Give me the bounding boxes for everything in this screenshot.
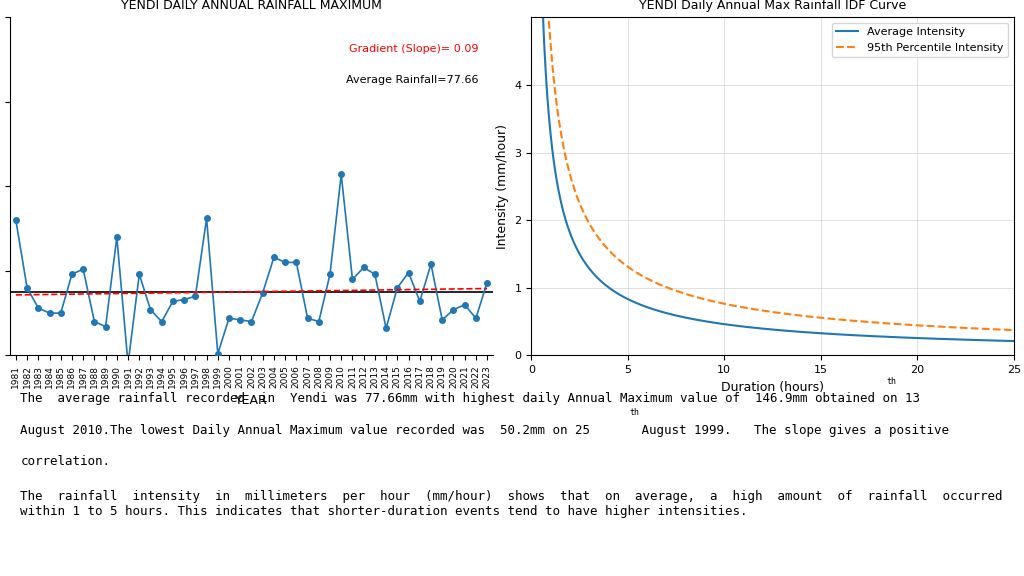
- Text: The  average rainfall recorded  in  Yendi was 77.66mm with highest daily Annual : The average rainfall recorded in Yendi w…: [20, 392, 921, 406]
- Text: Average Rainfall=77.66: Average Rainfall=77.66: [346, 75, 478, 85]
- Average Intensity: [824, 331, 837, 338]
- 95th Percentile Intensity: [933, 323, 945, 330]
- 95th Percentile Intensity: [816, 314, 828, 321]
- 95th Percentile Intensity: [964, 325, 976, 332]
- 95th Percentile Intensity: [1008, 327, 1020, 334]
- Text: th: th: [887, 377, 896, 385]
- Average Intensity: [933, 335, 945, 342]
- Text: Gradient (Slope)= 0.09: Gradient (Slope)= 0.09: [349, 44, 478, 54]
- Average Intensity: [537, 2, 549, 9]
- Y-axis label: Intensity (mm/hour): Intensity (mm/hour): [496, 124, 509, 249]
- Line: Average Intensity: Average Intensity: [541, 0, 1014, 341]
- Legend: Average Intensity, 95th Percentile Intensity: Average Intensity, 95th Percentile Inten…: [831, 23, 1009, 57]
- Text: th: th: [630, 408, 639, 417]
- Average Intensity: [815, 330, 827, 337]
- Title: YENDI Daily Annual Max Rainfall IDF Curve: YENDI Daily Annual Max Rainfall IDF Curv…: [639, 0, 906, 12]
- Average Intensity: [964, 336, 976, 343]
- Text: correlation.: correlation.: [20, 455, 111, 468]
- Average Intensity: [1008, 338, 1020, 344]
- Text: August 1999.   The slope gives a positive: August 1999. The slope gives a positive: [635, 423, 949, 437]
- Line: 95th Percentile Intensity: 95th Percentile Intensity: [541, 0, 1014, 330]
- Text: August 2010.The lowest Daily Annual Maximum value recorded was  50.2mm on 25: August 2010.The lowest Daily Annual Maxi…: [20, 423, 590, 437]
- Text: The  rainfall  intensity  in  millimeters  per  hour  (mm/hour)  shows  that  on: The rainfall intensity in millimeters pe…: [20, 490, 1002, 518]
- X-axis label: Duration (hours): Duration (hours): [721, 381, 824, 393]
- Average Intensity: [816, 330, 828, 337]
- X-axis label: YEAR: YEAR: [236, 393, 268, 407]
- 95th Percentile Intensity: [815, 314, 827, 321]
- 95th Percentile Intensity: [824, 315, 837, 322]
- Title: YENDI DAILY ANNUAL RAINFALL MAXIMUM: YENDI DAILY ANNUAL RAINFALL MAXIMUM: [121, 0, 382, 12]
